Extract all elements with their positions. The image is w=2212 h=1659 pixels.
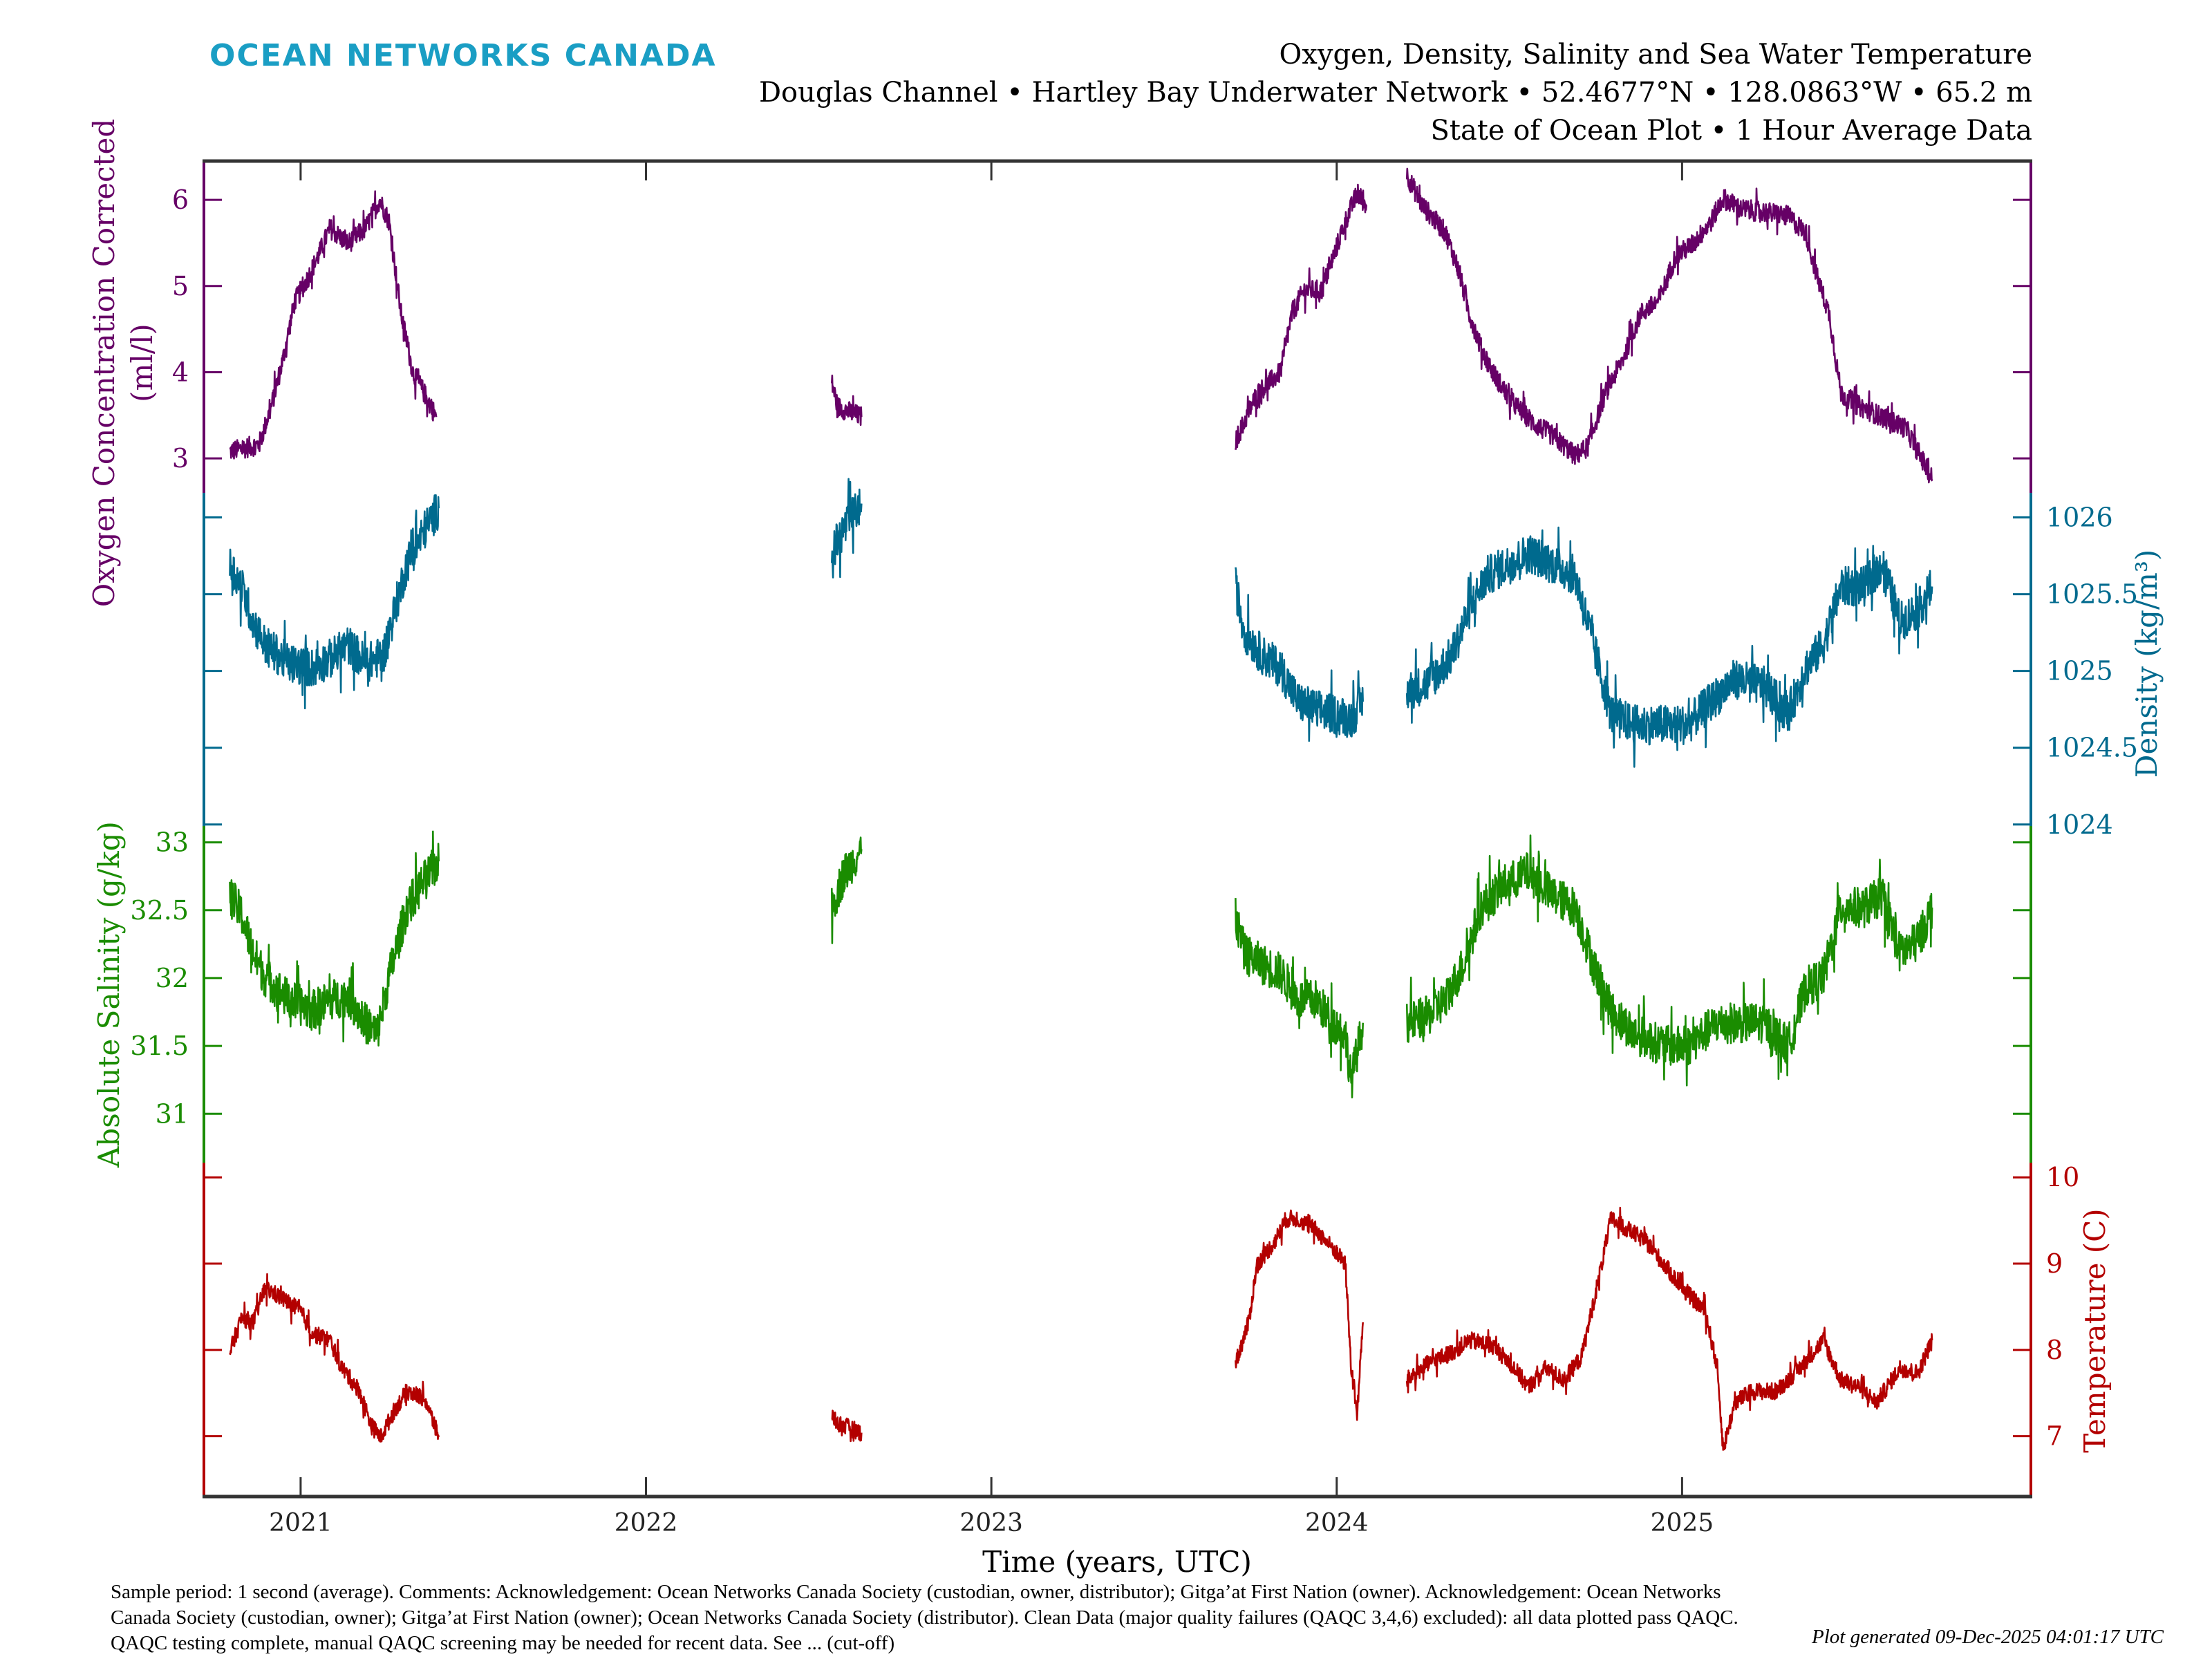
- density-series-line: [831, 478, 863, 579]
- oxygen-series-line: [831, 374, 863, 427]
- plot-generated-timestamp: Plot generated 09-Dec-2025 04:01:17 UTC: [1811, 1626, 2164, 1648]
- density-panel: 1024 1024.5 1025 1025.5 1026 Density (kg/m³): [203, 478, 2164, 840]
- temperature-series-line: [1405, 1206, 1933, 1451]
- onc-logo: OCEAN NETWORKS CANADA: [209, 38, 717, 73]
- temperature-series-line: [229, 1273, 440, 1443]
- temperature-tick-label: 9: [2046, 1248, 2063, 1279]
- salinity-series-line: [229, 830, 440, 1047]
- oxygen-series-line: [1235, 183, 1367, 450]
- x-tick-label: 2021: [269, 1509, 332, 1537]
- salinity-series-line: [1235, 898, 1364, 1098]
- temperature-series-line: [831, 1409, 863, 1443]
- oxygen-series-line: [1405, 167, 1933, 484]
- density-tick-label: 1026: [2046, 503, 2113, 533]
- salinity-tick-label: 32.5: [130, 895, 189, 926]
- oxygen-tick-label: 3: [172, 443, 189, 474]
- x-tick-label: 2023: [959, 1509, 1023, 1537]
- density-tick-label: 1025.5: [2046, 579, 2138, 610]
- oxygen-axis-label: (ml/l): [125, 324, 159, 402]
- oxygen-tick-label: 6: [172, 185, 189, 215]
- oxygen-tick-label: 5: [172, 271, 189, 301]
- x-tick-label: 2024: [1305, 1509, 1369, 1537]
- salinity-axis-label: Absolute Salinity (g/kg): [92, 821, 126, 1168]
- x-tick-label: 2025: [1651, 1509, 1714, 1537]
- density-series-line: [1405, 526, 1933, 768]
- salinity-tick-label: 31: [156, 1098, 189, 1129]
- x-tick-label: 2022: [615, 1509, 678, 1537]
- temperature-panel: 7 8 9 10 Temperature (C): [203, 1162, 2112, 1497]
- oxygen-panel: 3 4 5 6 Oxygen Concentration Corrected (ml/l): [87, 119, 2032, 607]
- density-series-line: [229, 494, 440, 710]
- oxygen-axis-label: Oxygen Concentration Corrected: [87, 119, 121, 607]
- density-tick-label: 1024.5: [2046, 733, 2138, 763]
- density-tick-label: 1025: [2046, 656, 2113, 686]
- salinity-series-line: [831, 836, 863, 944]
- chart-title: Oxygen, Density, Salinity and Sea Water …: [759, 39, 2032, 147]
- title-line-3: State of Ocean Plot • 1 Hour Average Dat…: [1430, 115, 2032, 147]
- salinity-panel: 31 31.5 32 32.5 33 Absolute Salinity (g/kg): [92, 821, 2032, 1168]
- temperature-axis-label: Temperature (C): [2078, 1208, 2112, 1452]
- footer-comments: Sample period: 1 second (average). Comme…: [111, 1581, 1738, 1654]
- title-line-2: Douglas Channel • Hartley Bay Underwater…: [759, 77, 2032, 109]
- density-series-line: [1235, 567, 1364, 742]
- salinity-tick-label: 32: [156, 963, 189, 993]
- x-axis: 2021 2022 2023 2024 2025: [203, 159, 2032, 1537]
- oxygen-tick-label: 4: [172, 357, 189, 387]
- panels: 3 4 5 6 Oxygen Concentration Corrected (ml/l)…: [87, 119, 2164, 1497]
- temperature-tick-label: 7: [2046, 1421, 2063, 1452]
- temperature-tick-label: 8: [2046, 1335, 2063, 1365]
- salinity-tick-label: 31.5: [130, 1031, 189, 1061]
- salinity-tick-label: 33: [156, 827, 189, 858]
- x-axis-label: Time (years, UTC): [982, 1545, 1252, 1579]
- temperature-series-line: [1235, 1209, 1364, 1421]
- title-line-1: Oxygen, Density, Salinity and Sea Water …: [1280, 39, 2033, 71]
- density-axis-label: Density (kg/m³): [2130, 550, 2164, 778]
- temperature-tick-label: 10: [2046, 1162, 2079, 1192]
- oxygen-series-line: [229, 190, 438, 460]
- density-tick-label: 1024: [2046, 809, 2113, 840]
- salinity-series-line: [1405, 834, 1933, 1087]
